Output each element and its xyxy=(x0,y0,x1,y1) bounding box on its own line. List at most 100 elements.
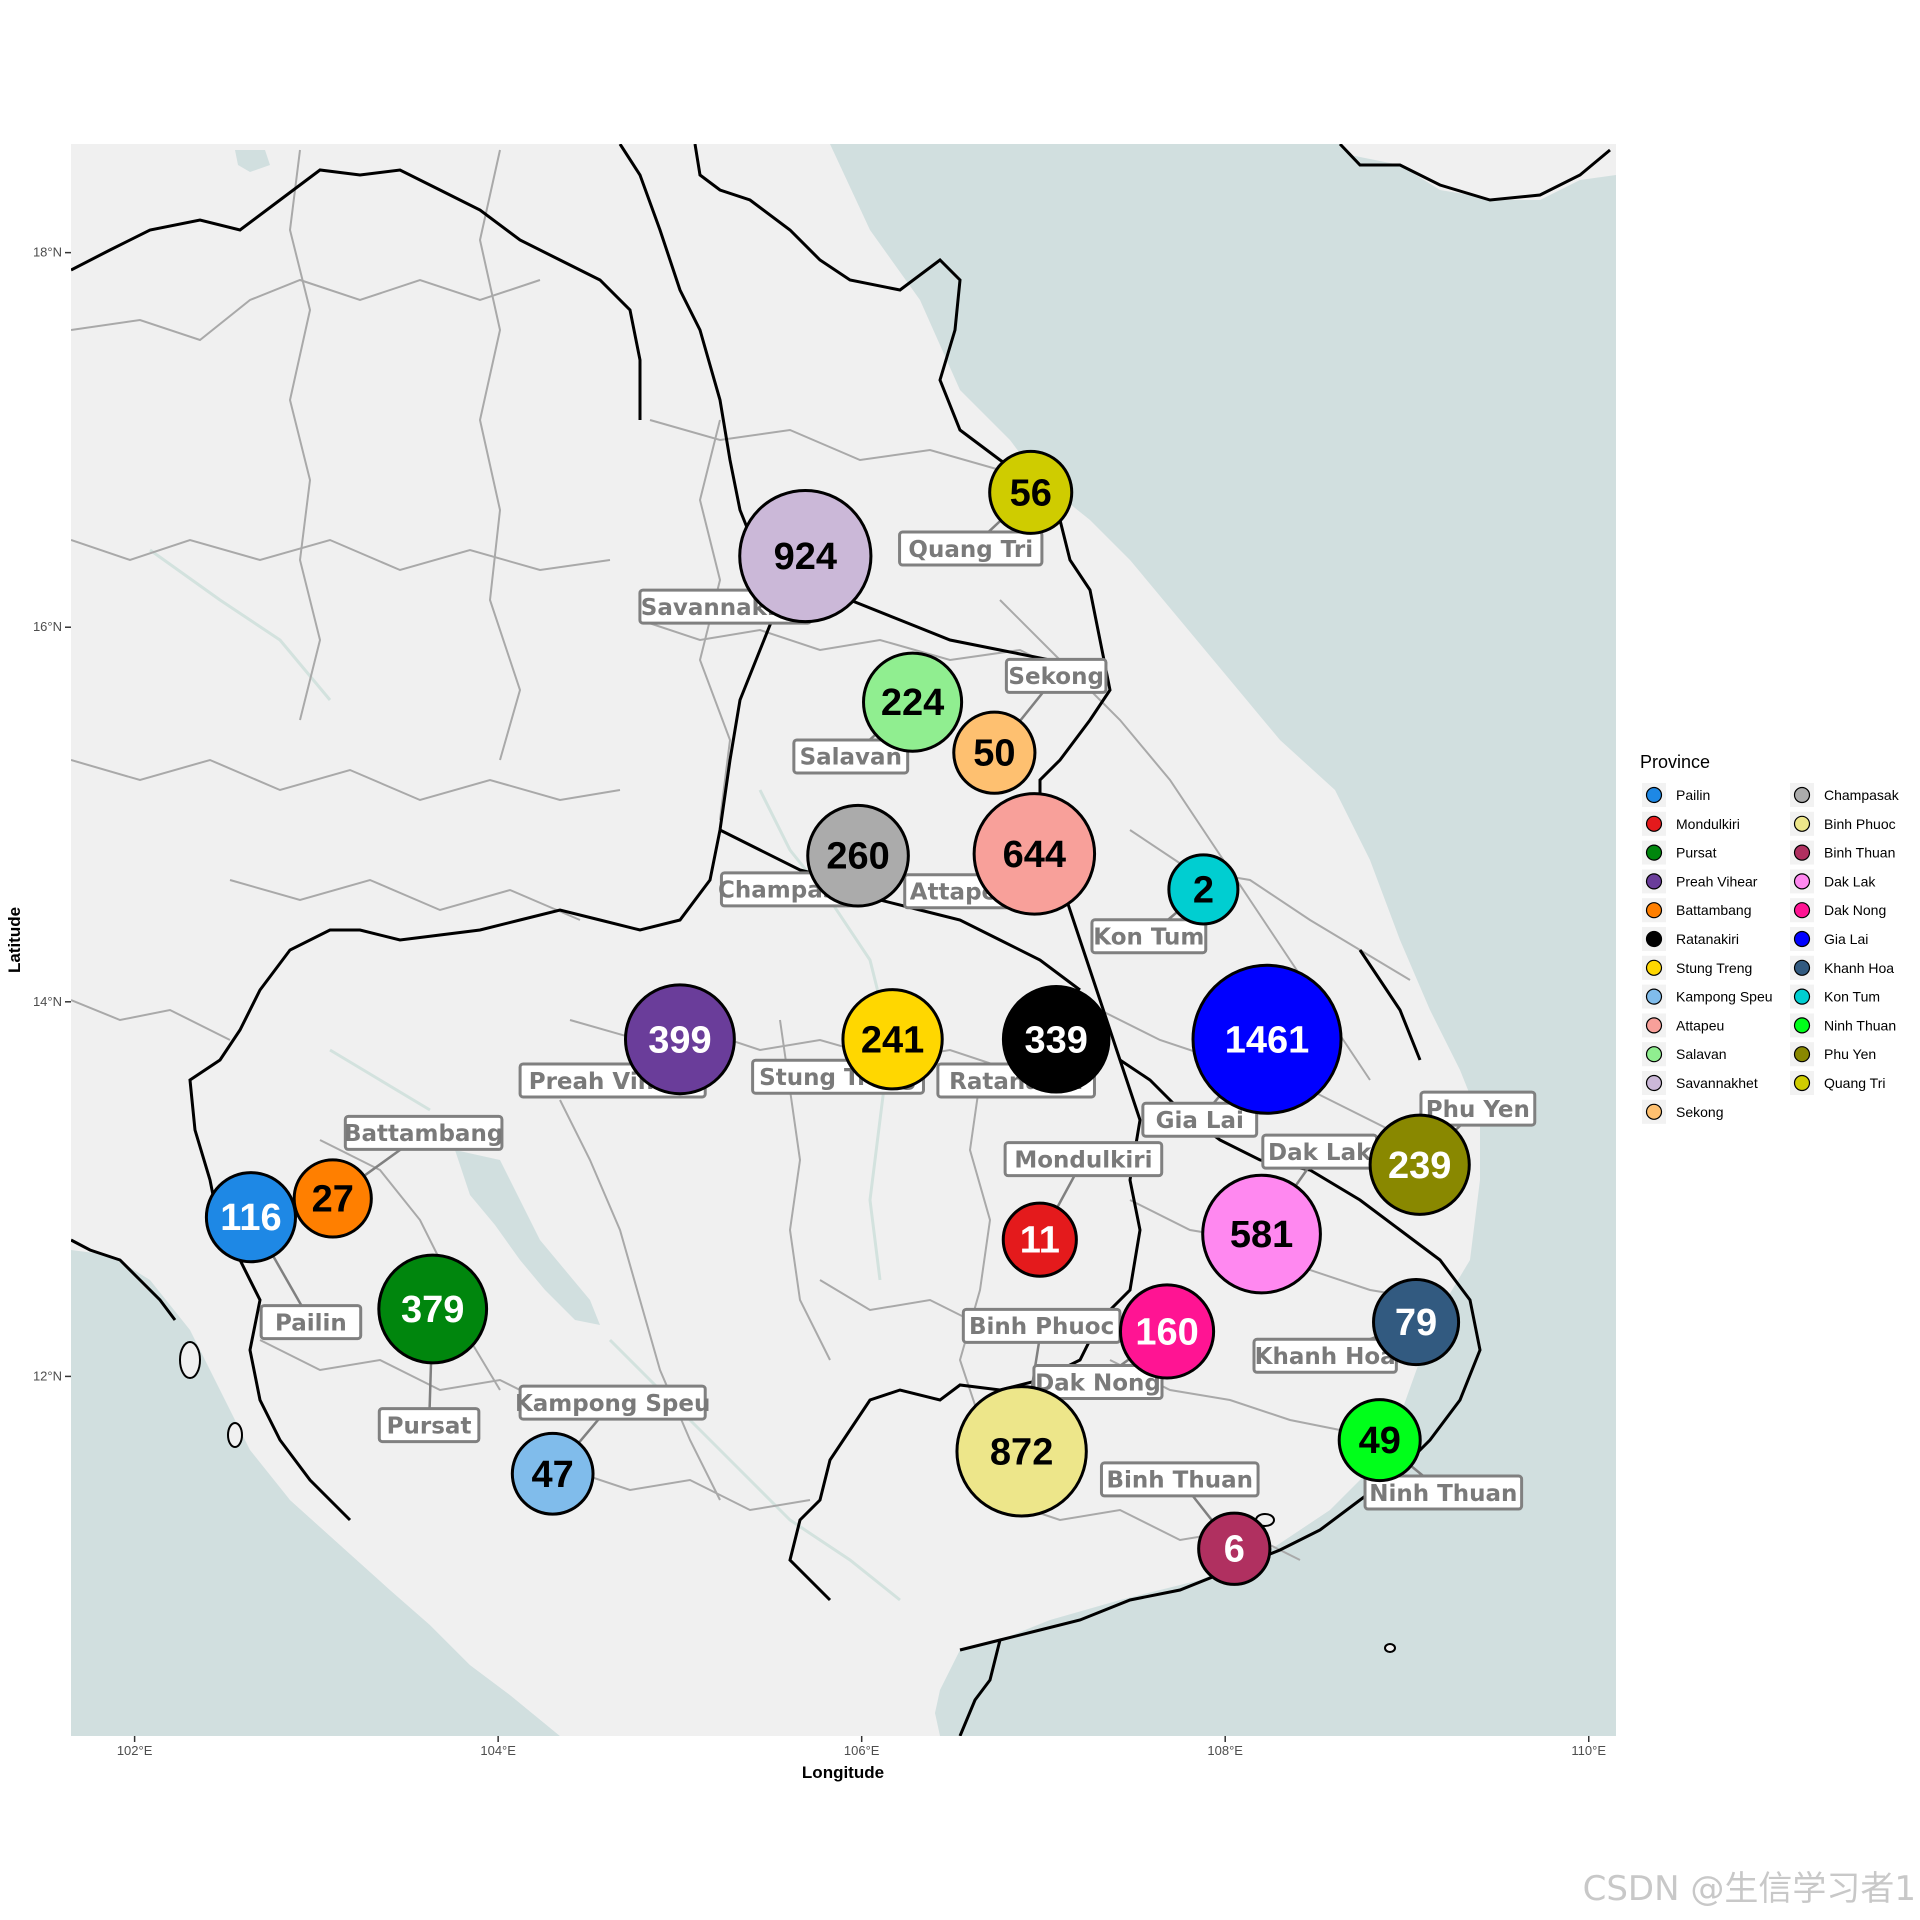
bubble-circle xyxy=(204,1171,297,1264)
x-tick-label: 104°E xyxy=(480,1743,516,1758)
bubble-value: 11 xyxy=(1020,1220,1060,1262)
legend-label: Pursat xyxy=(1676,845,1717,861)
bubble-value: 27 xyxy=(312,1178,354,1220)
tonle-sap-lake xyxy=(455,1150,600,1325)
label-khanh-hoa: Khanh Hoa xyxy=(1252,1337,1398,1374)
x-tick-label: 108°E xyxy=(1207,1743,1243,1758)
legend-label: Gia Lai xyxy=(1824,931,1868,947)
bubble-phu-yen: 239 xyxy=(1368,1113,1471,1216)
label-text: Khanh Hoa xyxy=(1255,1344,1396,1370)
bubble-value: 644 xyxy=(1003,834,1066,876)
y-tick-label: 14°N xyxy=(33,994,62,1009)
label-box xyxy=(792,738,910,775)
bubble-circle xyxy=(1368,1113,1471,1216)
bubble-binh-phuoc: 872 xyxy=(955,1385,1088,1518)
bubble-circle xyxy=(510,1431,595,1516)
label-text: Kampong Speu xyxy=(515,1391,710,1417)
legend-swatch xyxy=(1645,1103,1663,1120)
bubble-circle xyxy=(988,449,1074,535)
legend-label: Stung Treng xyxy=(1676,960,1752,976)
label-pailin: Pailin xyxy=(259,1304,363,1341)
legend-item-dak-lak: Dak Lak xyxy=(1790,869,1876,894)
y-tick-label: 18°N xyxy=(33,245,62,260)
bubble-value: 1461 xyxy=(1225,1019,1310,1061)
legend-items: Pailin Mondulkiri Pursat Preah Vihear Battam… xyxy=(1642,783,1900,1124)
bubble-circle xyxy=(1001,1201,1078,1278)
label-dak-lak: Dak Lak xyxy=(1261,1133,1379,1170)
bubble-circle xyxy=(841,988,944,1091)
legend-item-preah-vihear: Preah Vihear xyxy=(1642,869,1758,894)
legend-label: Champasak xyxy=(1824,787,1900,803)
land-mass-northeast xyxy=(1340,144,1616,200)
label-text: Battambang xyxy=(344,1121,503,1147)
label-salavan: Salavan xyxy=(792,738,910,775)
bubble-value: 79 xyxy=(1395,1302,1437,1344)
x-tick-label: 106°E xyxy=(844,1743,880,1758)
legend-label: Phu Yen xyxy=(1824,1046,1876,1062)
label-ninh-thuan: Ninh Thuan xyxy=(1363,1474,1524,1511)
label-binh-thuan: Binh Thuan xyxy=(1099,1461,1260,1498)
legend-label: Ratanakiri xyxy=(1676,931,1739,947)
legend-swatch xyxy=(1793,1017,1811,1034)
bubble-value: 47 xyxy=(532,1454,574,1496)
legend-swatch xyxy=(1793,786,1811,804)
label-text: Pailin xyxy=(275,1310,347,1336)
legend-label: Preah Vihear xyxy=(1676,873,1758,889)
bubble-value: 260 xyxy=(826,836,889,878)
bubble-value: 399 xyxy=(648,1019,711,1061)
label-pursat: Pursat xyxy=(377,1407,481,1444)
label-dak-nong: Dak Nong xyxy=(1032,1364,1164,1401)
label-text: Phu Yen xyxy=(1426,1097,1530,1123)
legend-item-stung-treng: Stung Treng xyxy=(1642,955,1752,980)
legend-swatch xyxy=(1645,1074,1663,1092)
label-text: Dak Lak xyxy=(1268,1140,1372,1166)
legend: Province Pailin Mondulkiri Pursat Preah Vih… xyxy=(1640,752,1900,1124)
legend-item-attapeu: Attapeu xyxy=(1642,1013,1724,1038)
legend-swatch xyxy=(1793,1046,1811,1063)
bubble-ninh-thuan: 49 xyxy=(1337,1398,1422,1483)
label-box xyxy=(1141,1101,1259,1138)
bubble-value: 50 xyxy=(973,733,1015,775)
legend-swatch xyxy=(1645,815,1663,832)
legend-item-dak-nong: Dak Nong xyxy=(1790,898,1886,923)
legend-label: Savannakhet xyxy=(1676,1075,1758,1091)
legend-item-mondulkiri: Mondulkiri xyxy=(1642,811,1740,836)
bubble-circle xyxy=(972,792,1097,916)
watermark: CSDN @生信学习者1 xyxy=(1582,1869,1916,1909)
legend-item-phu-yen: Phu Yen xyxy=(1790,1042,1876,1067)
legend-title: Province xyxy=(1640,752,1710,772)
bubble-binh-thuan: 6 xyxy=(1197,1511,1272,1586)
label-phu-yen: Phu Yen xyxy=(1419,1090,1537,1127)
legend-swatch xyxy=(1645,988,1663,1005)
legend-label: Khanh Hoa xyxy=(1824,960,1894,976)
legend-swatch xyxy=(1645,873,1663,890)
legend-swatch xyxy=(1645,786,1663,804)
legend-label: Kampong Speu xyxy=(1676,989,1773,1005)
legend-swatch xyxy=(1793,1074,1811,1092)
legend-item-ratanakiri: Ratanakiri xyxy=(1642,927,1739,951)
label-sekong: Sekong xyxy=(1004,657,1108,694)
bubble-value: 581 xyxy=(1230,1214,1293,1256)
lake-north xyxy=(235,150,270,172)
label-box xyxy=(518,1384,707,1421)
legend-swatch xyxy=(1645,902,1663,919)
bubble-circle xyxy=(1001,985,1111,1094)
legend-item-kon-tum: Kon Tum xyxy=(1790,984,1880,1009)
bubble-dak-lak: 581 xyxy=(1201,1173,1322,1295)
label-text: Mondulkiri xyxy=(1014,1147,1152,1173)
bubble-value: 116 xyxy=(220,1197,281,1239)
label-text: Kon Tum xyxy=(1093,925,1204,951)
bubble-value: 872 xyxy=(990,1431,1053,1473)
legend-item-kampong-speu: Kampong Speu xyxy=(1642,984,1773,1009)
bubble-kampong-speu: 47 xyxy=(510,1431,595,1516)
legend-swatch xyxy=(1793,930,1811,948)
bubble-khanh-hoa: 79 xyxy=(1372,1278,1461,1367)
legend-item-battambang: Battambang xyxy=(1642,898,1752,923)
bubble-attapeu: 644 xyxy=(972,792,1097,916)
bubble-value: 379 xyxy=(401,1289,464,1331)
legend-item-salavan: Salavan xyxy=(1642,1042,1727,1067)
legend-swatch xyxy=(1645,844,1663,861)
legend-item-binh-phuoc: Binh Phuoc xyxy=(1790,811,1896,836)
bubble-quang-tri: 56 xyxy=(988,449,1074,535)
